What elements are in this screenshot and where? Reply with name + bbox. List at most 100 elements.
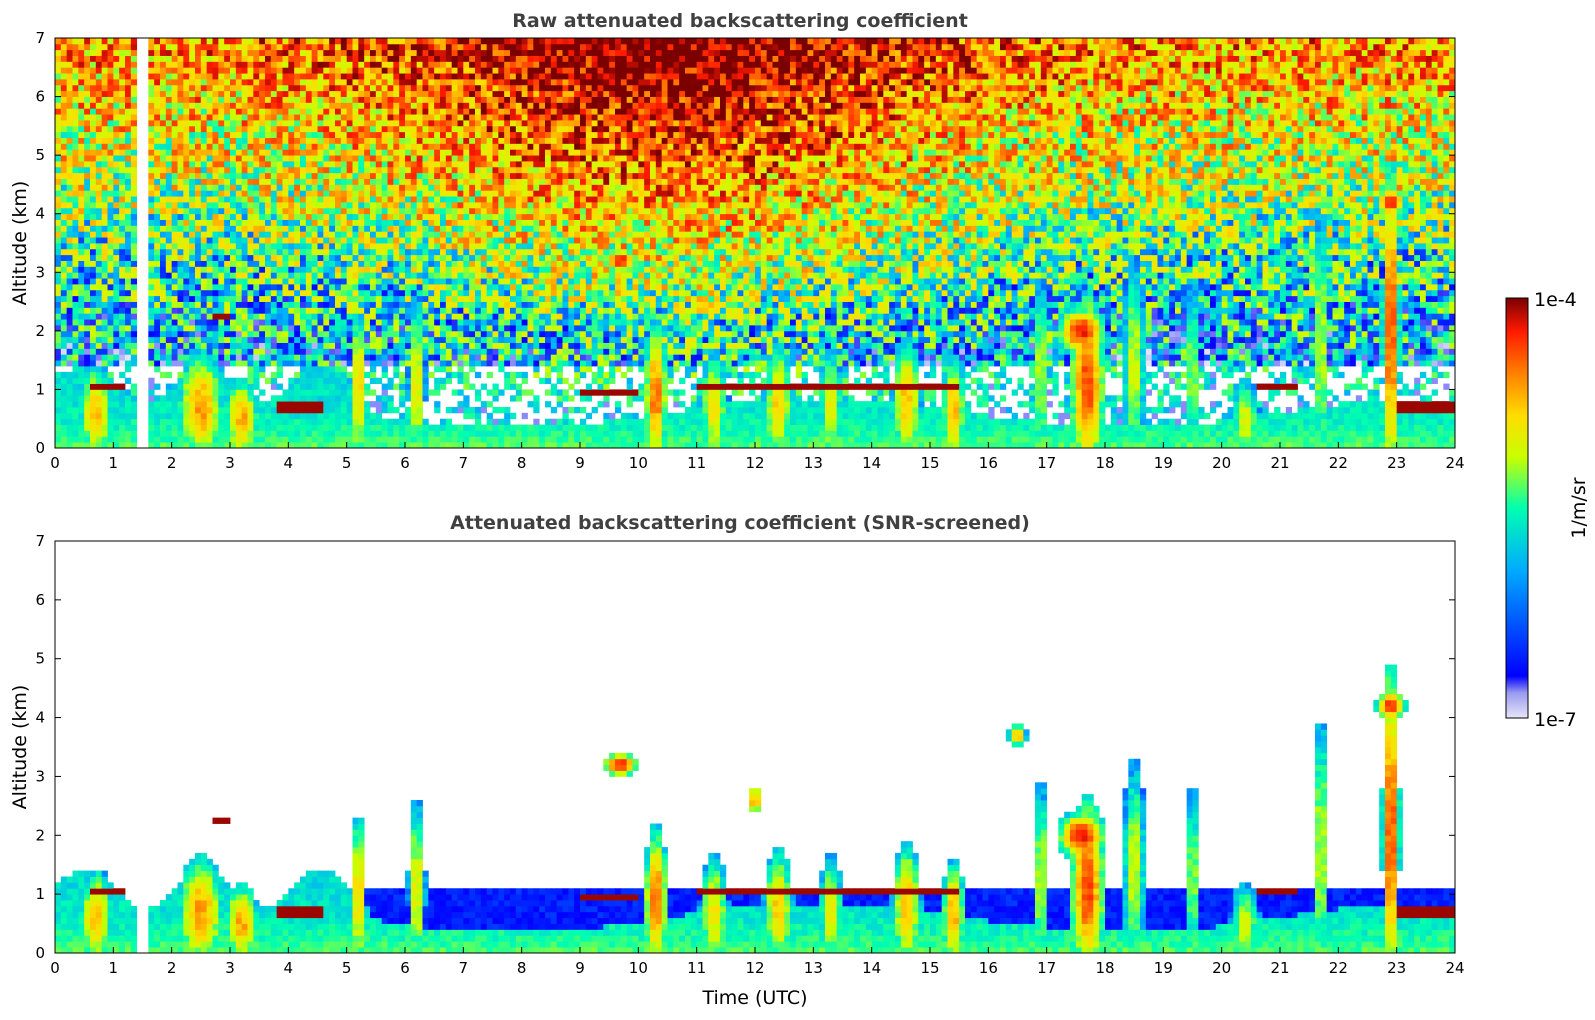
heatmap-cell bbox=[405, 131, 412, 138]
heatmap-cell bbox=[218, 231, 225, 238]
heatmap-cell bbox=[66, 348, 73, 355]
heatmap-cell bbox=[189, 219, 196, 226]
heatmap-cell bbox=[84, 55, 91, 62]
heatmap-cell bbox=[399, 278, 406, 285]
heatmap-cell bbox=[95, 67, 103, 74]
heatmap-cell bbox=[78, 172, 85, 179]
heatmap-cell bbox=[311, 284, 318, 291]
heatmap-cell bbox=[72, 213, 79, 220]
heatmap-cell bbox=[90, 366, 97, 373]
heatmap-cell bbox=[183, 278, 190, 285]
heatmap-cell bbox=[55, 412, 62, 420]
heatmap-cell bbox=[405, 313, 412, 320]
heatmap-cell bbox=[480, 442, 488, 449]
heatmap-cell bbox=[183, 161, 190, 168]
heatmap-cell bbox=[451, 120, 458, 127]
heatmap-cell bbox=[66, 389, 73, 396]
heatmap-cell bbox=[84, 289, 91, 297]
heatmap-cell bbox=[107, 243, 114, 250]
heatmap-cell bbox=[422, 143, 429, 150]
heatmap-cell bbox=[358, 137, 365, 144]
heatmap-cell bbox=[475, 319, 482, 326]
heatmap-cell bbox=[177, 225, 184, 232]
heatmap-cell bbox=[329, 49, 336, 56]
heatmap-cell bbox=[177, 161, 184, 168]
heatmap-cell bbox=[95, 389, 103, 396]
heatmap-cell bbox=[125, 442, 132, 449]
heatmap-cell bbox=[235, 120, 243, 127]
heatmap-cell bbox=[218, 213, 225, 220]
heatmap-cell bbox=[340, 67, 348, 74]
heatmap-cell bbox=[475, 137, 482, 144]
heatmap-cell bbox=[224, 354, 231, 361]
heatmap-cell bbox=[428, 430, 435, 437]
heatmap-cell bbox=[90, 55, 97, 62]
heatmap-cell bbox=[311, 418, 318, 425]
heatmap-cell bbox=[200, 137, 208, 144]
heatmap-cell bbox=[154, 155, 161, 162]
heatmap-cell bbox=[241, 395, 248, 402]
heatmap-cell bbox=[405, 430, 412, 437]
heatmap-cell bbox=[60, 284, 68, 291]
heatmap-cell bbox=[72, 73, 79, 80]
heatmap-cell bbox=[364, 295, 371, 302]
heatmap-cell bbox=[305, 330, 313, 338]
heatmap-cell bbox=[241, 401, 248, 408]
heatmap-cell bbox=[288, 295, 295, 302]
heatmap-cell bbox=[346, 389, 353, 396]
heatmap-cell bbox=[206, 184, 213, 191]
heatmap-cell bbox=[101, 284, 108, 291]
heatmap-cell bbox=[200, 412, 208, 420]
heatmap-cell bbox=[154, 61, 161, 68]
heatmap-cell bbox=[253, 307, 260, 314]
heatmap-cell bbox=[300, 67, 307, 74]
heatmap-cell bbox=[212, 266, 219, 273]
heatmap-cell bbox=[370, 161, 377, 168]
heatmap-cell bbox=[247, 237, 254, 244]
heatmap-cell bbox=[393, 336, 400, 343]
heatmap-cell bbox=[375, 313, 383, 320]
heatmap-cell bbox=[469, 84, 476, 92]
heatmap-cell bbox=[224, 295, 231, 302]
heatmap-cell bbox=[183, 430, 190, 437]
heatmap-cell bbox=[95, 248, 103, 256]
heatmap-cell bbox=[434, 377, 441, 384]
heatmap-cell bbox=[317, 49, 324, 56]
heatmap-cell bbox=[84, 395, 91, 402]
heatmap-cell bbox=[381, 442, 388, 449]
heatmap-cell bbox=[55, 67, 62, 74]
heatmap-cell bbox=[154, 108, 161, 115]
heatmap-cell bbox=[440, 278, 447, 285]
heatmap-cell bbox=[72, 260, 79, 267]
heatmap-cell bbox=[66, 184, 73, 191]
heatmap-cell bbox=[253, 436, 260, 443]
heatmap-cell bbox=[323, 231, 330, 238]
heatmap-cell bbox=[55, 371, 62, 379]
heatmap-cell bbox=[247, 231, 254, 238]
heatmap-cell bbox=[311, 219, 318, 226]
heatmap-cell bbox=[323, 120, 330, 127]
heatmap-cell bbox=[340, 120, 348, 127]
heatmap-cell bbox=[311, 295, 318, 302]
heatmap-cell bbox=[66, 43, 73, 51]
heatmap-cell bbox=[148, 266, 155, 273]
heatmap-cell bbox=[445, 125, 453, 133]
heatmap-cell bbox=[195, 412, 202, 420]
heatmap-cell bbox=[259, 371, 266, 379]
heatmap-cell bbox=[259, 102, 266, 109]
heatmap-cell bbox=[323, 313, 330, 320]
heatmap-cell bbox=[440, 336, 447, 343]
heatmap-cell bbox=[457, 377, 464, 384]
heatmap-cell bbox=[200, 143, 208, 150]
heatmap-cell bbox=[463, 196, 470, 203]
heatmap-cell bbox=[200, 289, 208, 297]
heatmap-cell bbox=[206, 407, 213, 414]
heatmap-cell bbox=[428, 313, 435, 320]
heatmap-cell bbox=[323, 266, 330, 273]
heatmap-cell bbox=[311, 49, 318, 56]
heatmap-cell bbox=[212, 43, 219, 51]
heatmap-cell bbox=[224, 278, 231, 285]
heatmap-cell bbox=[346, 149, 353, 156]
heatmap-cell bbox=[113, 213, 120, 220]
heatmap-cell bbox=[130, 401, 138, 408]
